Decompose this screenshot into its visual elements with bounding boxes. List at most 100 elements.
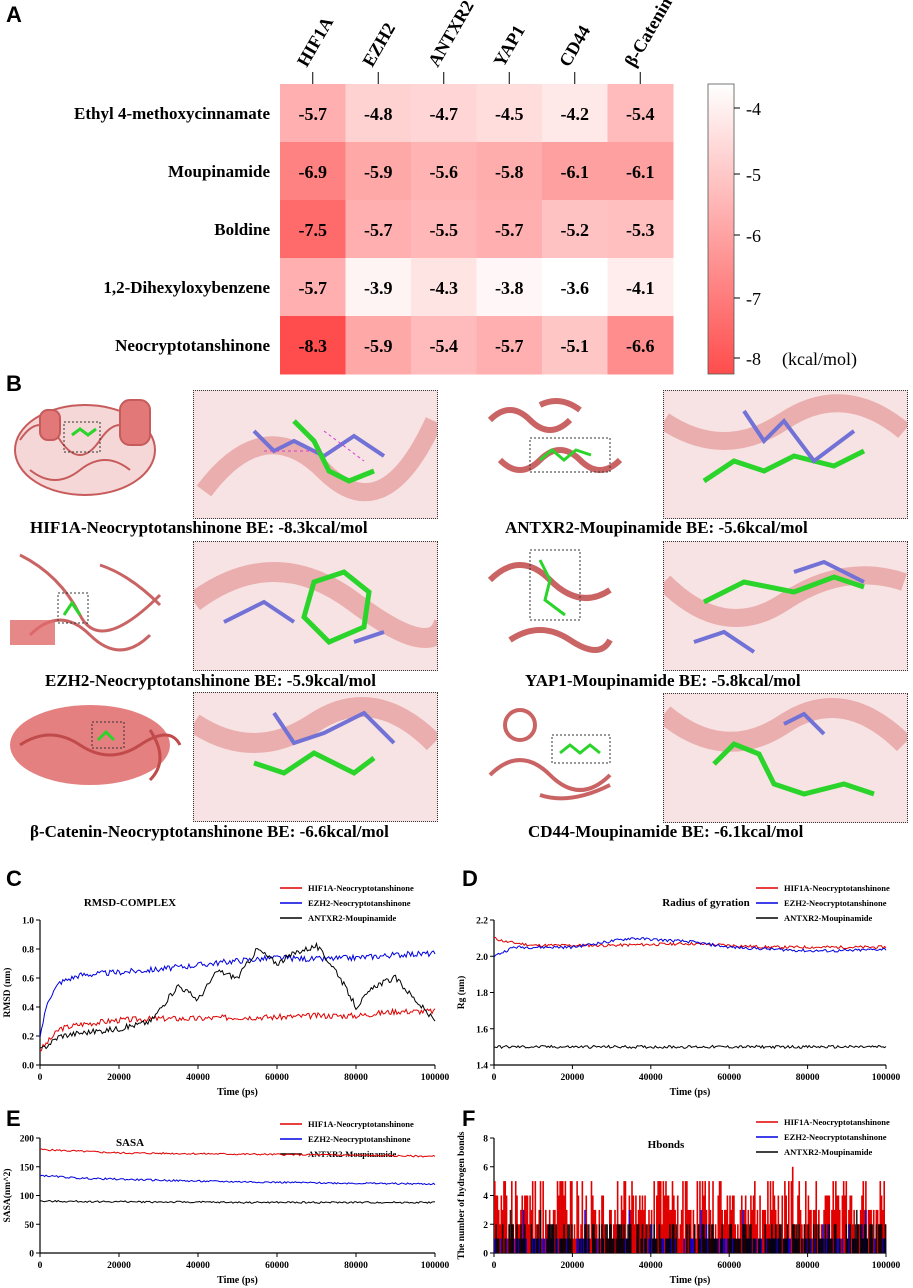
series-bar <box>627 1224 629 1254</box>
series-line <box>493 936 887 958</box>
series-bar <box>599 1238 602 1253</box>
series-bar <box>514 1181 517 1253</box>
series-bar <box>812 1224 815 1254</box>
y-tick-label: 0.0 <box>22 1062 34 1072</box>
series-bar <box>692 1238 695 1253</box>
series-bar <box>708 1181 710 1253</box>
heatmap-row-label: Neocryptotanshinone <box>115 336 270 355</box>
series-bar <box>756 1209 759 1253</box>
series-bar <box>874 1238 876 1253</box>
series-bar <box>516 1195 518 1253</box>
series-bar <box>700 1209 703 1253</box>
series-bar <box>754 1181 756 1253</box>
series-bar <box>593 1224 595 1254</box>
beta-catenin-protein-overview <box>10 705 182 785</box>
series-bar <box>803 1224 806 1254</box>
series-bar <box>865 1224 867 1254</box>
heatmap-row-label: Boldine <box>214 220 270 239</box>
series-bar <box>639 1195 641 1253</box>
series-bar <box>601 1224 603 1254</box>
series-bar <box>840 1238 842 1253</box>
legend-label: HIF1A-Neocryptotanshinone <box>784 1118 890 1127</box>
series-bar <box>819 1238 821 1253</box>
series-bar <box>721 1224 723 1254</box>
series-bar <box>723 1238 726 1253</box>
series-bar <box>808 1209 811 1253</box>
series-bar <box>823 1209 825 1253</box>
x-tick-label: 20000 <box>561 1073 585 1083</box>
series-bar <box>740 1195 743 1253</box>
series-bar <box>794 1238 797 1253</box>
series-bar <box>636 1224 639 1254</box>
y-tick-label: 6 <box>483 1163 488 1173</box>
heatmap-cell <box>345 84 412 143</box>
series-bar <box>807 1224 810 1254</box>
series-bar <box>635 1195 637 1253</box>
heatmap-cell <box>607 258 674 317</box>
series-bar <box>495 1195 497 1253</box>
panel-label-b: B <box>6 371 22 396</box>
series-bar <box>513 1238 516 1253</box>
series-bar <box>722 1238 725 1253</box>
series-bar <box>831 1238 833 1253</box>
heatmap-value: -5.2 <box>561 220 590 240</box>
series-bar <box>772 1238 774 1253</box>
series-bar <box>675 1224 678 1254</box>
series-bar <box>767 1238 769 1253</box>
series-bar <box>662 1238 665 1253</box>
heatmap-cell <box>542 258 608 317</box>
series-bar <box>594 1209 597 1253</box>
series-bar <box>801 1238 803 1253</box>
series-bar <box>623 1224 625 1254</box>
heatmap-value: -6.9 <box>299 162 328 182</box>
series-bar <box>601 1195 603 1253</box>
y-tick-label: 100 <box>20 1192 35 1202</box>
series-bar <box>855 1209 858 1253</box>
series-bar <box>649 1224 652 1254</box>
series-bar <box>686 1181 688 1253</box>
series-bar <box>825 1195 828 1253</box>
series-bar <box>880 1195 883 1253</box>
series-line <box>39 950 436 1038</box>
series-bar <box>510 1181 513 1253</box>
series-bar <box>759 1238 761 1253</box>
series-bar <box>734 1238 737 1253</box>
heatmap-cell <box>542 316 608 375</box>
legend-label: EZH2-Neocryptotanshinone <box>308 1134 411 1144</box>
x-axis-label: Time (ps) <box>217 1275 258 1286</box>
rmsd-chart: 0 20000 40000 60000 80000 100000 0.0 0.2 0.4 0.6 0… <box>2 883 450 1098</box>
series-bar <box>623 1181 625 1253</box>
series-bar <box>620 1224 623 1254</box>
series-bar <box>797 1238 799 1253</box>
y-tick-label: 8 <box>483 1135 488 1145</box>
heatmap-col-label: ANTXR2 <box>424 0 478 70</box>
series-bar <box>606 1224 608 1254</box>
series-bar <box>563 1195 565 1253</box>
series-bar <box>497 1209 500 1253</box>
series-bar <box>882 1209 884 1253</box>
series-line <box>39 1199 436 1204</box>
x-tick-label: 40000 <box>639 1261 663 1271</box>
series-bar <box>505 1238 508 1253</box>
x-tick-label: 40000 <box>186 1073 210 1083</box>
series-bar <box>862 1238 865 1253</box>
heatmap-value: -3.8 <box>495 278 524 298</box>
series-bar <box>791 1166 794 1254</box>
series-bar <box>538 1238 541 1253</box>
heatmap-cell <box>345 142 412 201</box>
series-bar <box>580 1238 582 1253</box>
heatmap-cell <box>476 142 543 201</box>
series-bar <box>829 1238 832 1253</box>
legend-label: ANTXR2-Moupinamide <box>308 1149 397 1159</box>
heatmap-value: -5.9 <box>364 336 393 356</box>
colorbar-tick-label: -6 <box>746 226 761 246</box>
series-bar <box>882 1238 884 1253</box>
heatmap-value: -5.4 <box>430 336 459 356</box>
series-bar <box>869 1224 871 1254</box>
heatmap-value: -5.8 <box>495 162 524 182</box>
series-bar <box>620 1195 623 1253</box>
caption-yap1: YAP1-Moupinamide BE: -5.8kcal/mol <box>525 671 801 690</box>
panel-label-e: E <box>6 1106 21 1131</box>
series-bar <box>814 1238 816 1253</box>
series-bar <box>703 1195 705 1253</box>
